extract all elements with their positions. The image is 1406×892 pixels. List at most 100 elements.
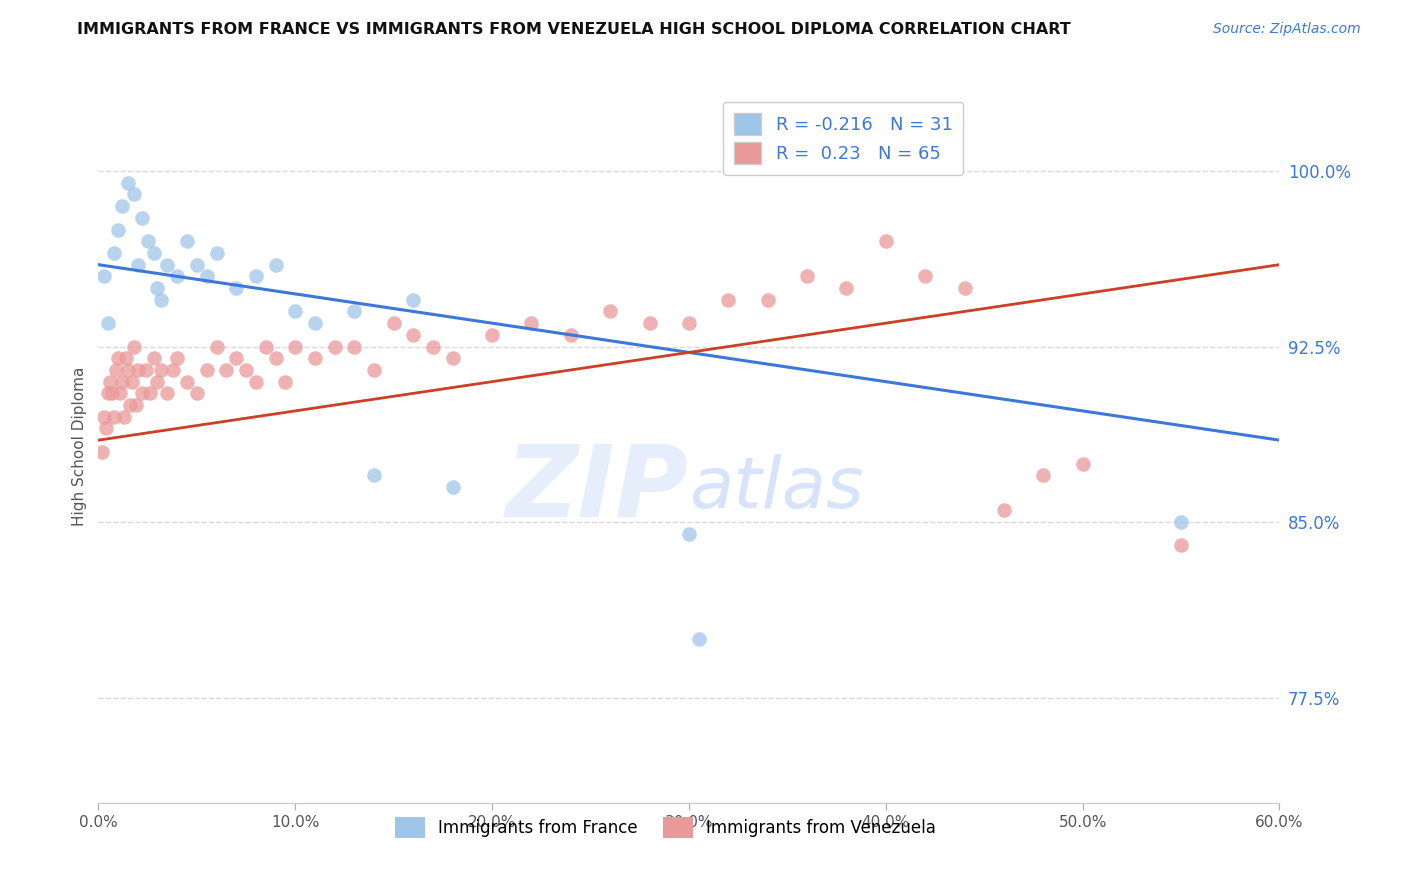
Point bbox=[678, 316, 700, 330]
Point bbox=[146, 281, 169, 295]
Point bbox=[103, 409, 125, 424]
Point bbox=[131, 386, 153, 401]
Point bbox=[97, 316, 120, 330]
Point bbox=[402, 293, 425, 307]
Text: IMMIGRANTS FROM FRANCE VS IMMIGRANTS FROM VENEZUELA HIGH SCHOOL DIPLOMA CORRELAT: IMMIGRANTS FROM FRANCE VS IMMIGRANTS FRO… bbox=[77, 22, 1071, 37]
Point bbox=[107, 351, 129, 366]
Text: ZIP: ZIP bbox=[506, 441, 689, 537]
Point bbox=[599, 304, 621, 318]
Point bbox=[156, 258, 179, 272]
Point bbox=[264, 258, 287, 272]
Point bbox=[254, 340, 277, 354]
Point bbox=[304, 351, 326, 366]
Point bbox=[363, 468, 385, 483]
Point bbox=[166, 351, 188, 366]
Point bbox=[225, 281, 247, 295]
Point bbox=[274, 375, 297, 389]
Point bbox=[142, 246, 165, 260]
Text: Source: ZipAtlas.com: Source: ZipAtlas.com bbox=[1213, 22, 1361, 37]
Point bbox=[146, 375, 169, 389]
Point bbox=[638, 316, 661, 330]
Y-axis label: High School Diploma: High School Diploma bbox=[72, 367, 87, 525]
Point bbox=[441, 351, 464, 366]
Point bbox=[688, 632, 710, 646]
Point bbox=[97, 386, 120, 401]
Point bbox=[96, 421, 118, 435]
Point bbox=[245, 375, 267, 389]
Point bbox=[101, 386, 124, 401]
Point bbox=[150, 293, 173, 307]
Point bbox=[150, 363, 173, 377]
Point bbox=[117, 363, 139, 377]
Point bbox=[93, 409, 115, 424]
Point bbox=[176, 234, 198, 248]
Point bbox=[343, 340, 366, 354]
Point bbox=[678, 526, 700, 541]
Point bbox=[382, 316, 405, 330]
Point bbox=[131, 211, 153, 225]
Point bbox=[441, 480, 464, 494]
Point bbox=[875, 234, 897, 248]
Point bbox=[93, 269, 115, 284]
Point bbox=[115, 351, 138, 366]
Point bbox=[422, 340, 444, 354]
Point bbox=[186, 386, 208, 401]
Point bbox=[195, 269, 218, 284]
Point bbox=[166, 269, 188, 284]
Point bbox=[162, 363, 184, 377]
Point bbox=[235, 363, 257, 377]
Point bbox=[323, 340, 346, 354]
Point bbox=[717, 293, 740, 307]
Point bbox=[560, 327, 582, 342]
Point bbox=[117, 176, 139, 190]
Point bbox=[138, 386, 160, 401]
Point bbox=[205, 340, 228, 354]
Point bbox=[304, 316, 326, 330]
Legend: Immigrants from France, Immigrants from Venezuela: Immigrants from France, Immigrants from … bbox=[388, 811, 942, 845]
Point bbox=[121, 375, 143, 389]
Point bbox=[245, 269, 267, 284]
Point bbox=[186, 258, 208, 272]
Point bbox=[142, 351, 165, 366]
Point bbox=[363, 363, 385, 377]
Point bbox=[264, 351, 287, 366]
Point bbox=[136, 234, 159, 248]
Point bbox=[112, 409, 135, 424]
Point bbox=[756, 293, 779, 307]
Point bbox=[953, 281, 976, 295]
Point bbox=[796, 269, 818, 284]
Point bbox=[284, 340, 307, 354]
Point bbox=[176, 375, 198, 389]
Point bbox=[105, 363, 128, 377]
Point bbox=[125, 398, 148, 412]
Point bbox=[1170, 515, 1192, 529]
Point bbox=[107, 222, 129, 236]
Point bbox=[835, 281, 858, 295]
Point bbox=[215, 363, 238, 377]
Point bbox=[195, 363, 218, 377]
Point bbox=[111, 375, 134, 389]
Point bbox=[118, 398, 141, 412]
Point bbox=[127, 258, 149, 272]
Point bbox=[156, 386, 179, 401]
Point bbox=[111, 199, 134, 213]
Text: atlas: atlas bbox=[689, 454, 863, 524]
Point bbox=[1071, 457, 1094, 471]
Point bbox=[122, 187, 145, 202]
Point bbox=[343, 304, 366, 318]
Point bbox=[205, 246, 228, 260]
Point bbox=[914, 269, 936, 284]
Point bbox=[402, 327, 425, 342]
Point bbox=[225, 351, 247, 366]
Point bbox=[1170, 538, 1192, 552]
Point bbox=[284, 304, 307, 318]
Point bbox=[98, 375, 121, 389]
Point bbox=[108, 386, 131, 401]
Point bbox=[103, 246, 125, 260]
Point bbox=[481, 327, 503, 342]
Point bbox=[135, 363, 157, 377]
Point bbox=[520, 316, 543, 330]
Point bbox=[1032, 468, 1054, 483]
Point bbox=[993, 503, 1015, 517]
Point bbox=[122, 340, 145, 354]
